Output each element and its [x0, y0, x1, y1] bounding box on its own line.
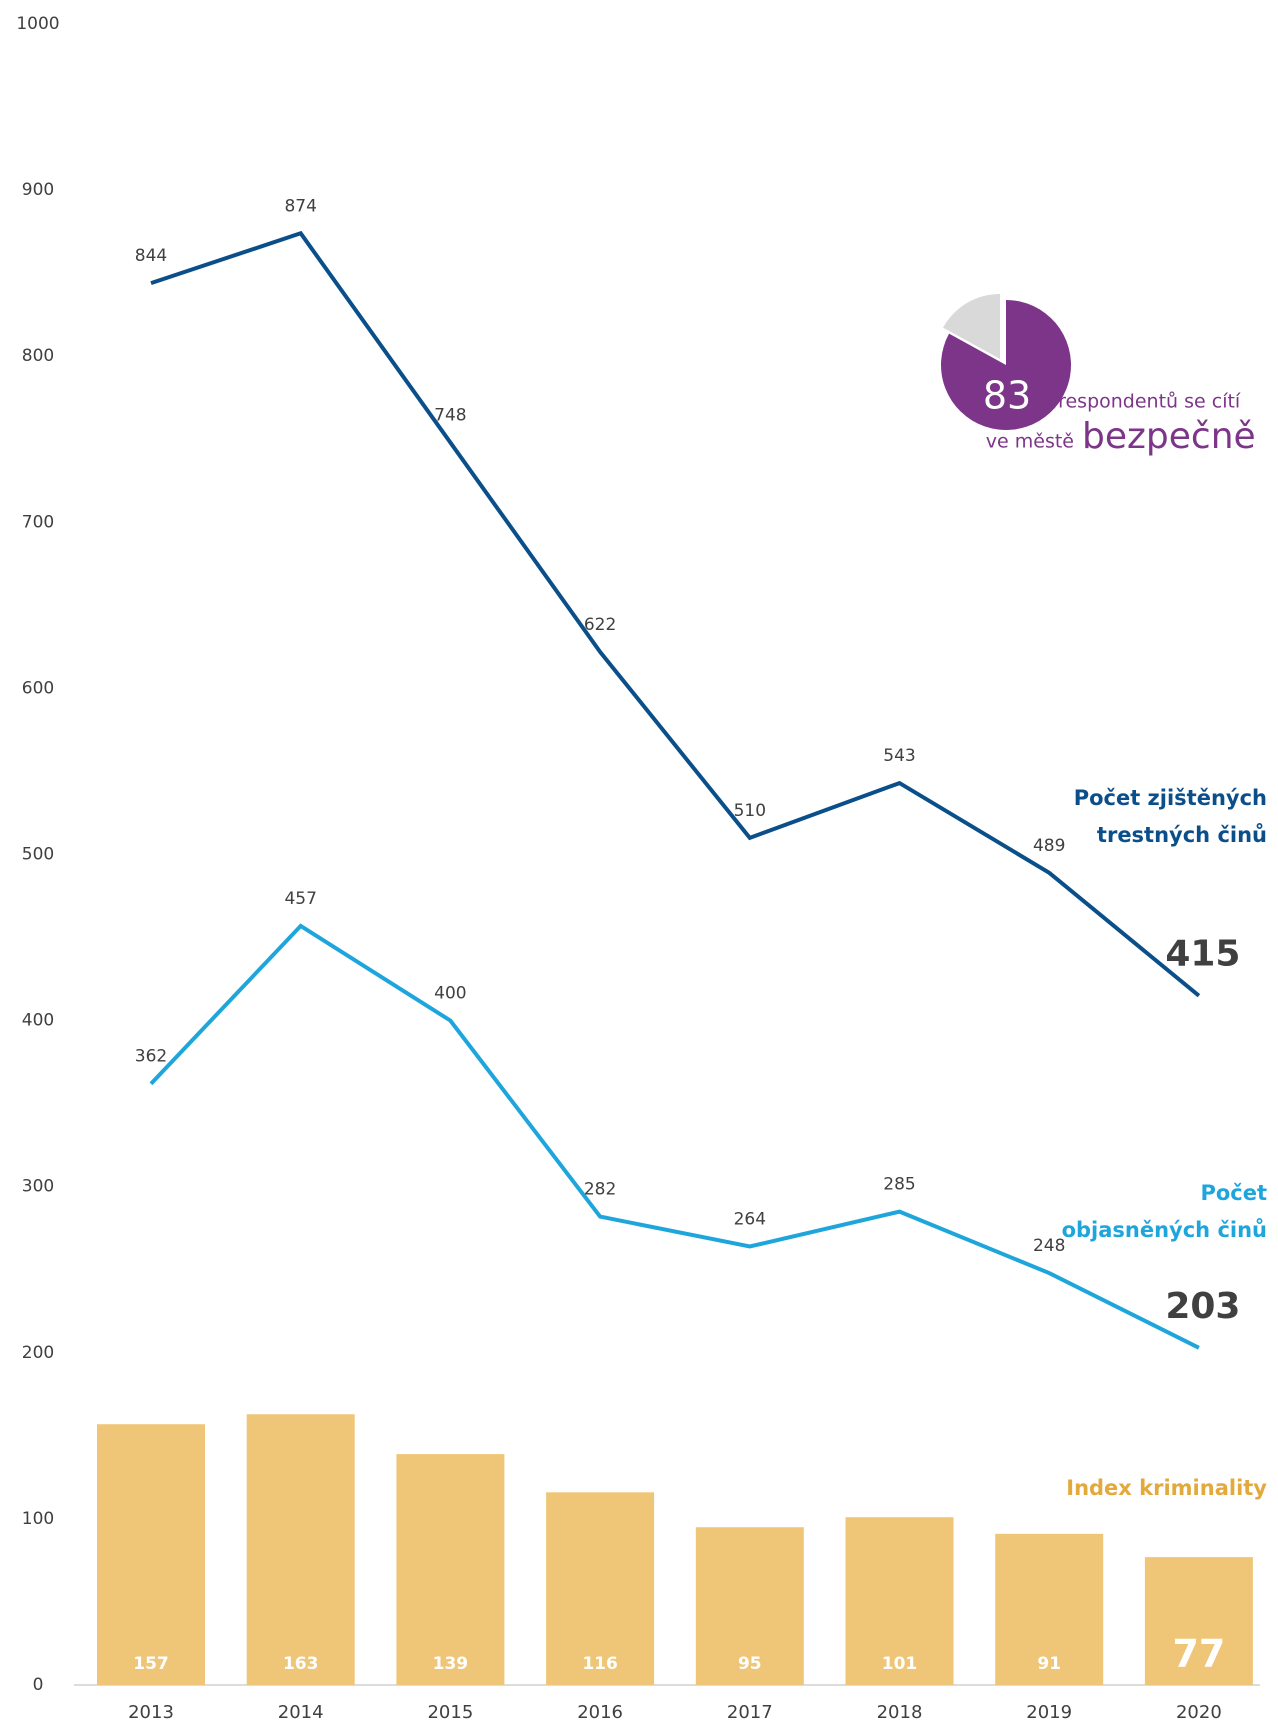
data-label: 844: [135, 246, 167, 266]
series-label: Počet zjištěných trestných činů: [1073, 786, 1267, 847]
bar: [995, 1533, 1104, 1685]
series-label: Počet objasněných činů: [1061, 1181, 1267, 1242]
x-tick-label: 2013: [128, 1702, 174, 1723]
bar: [97, 1424, 205, 1685]
data-label: 264: [734, 1209, 766, 1229]
bar: [695, 1527, 804, 1685]
pie-text: bezpečně: [1082, 416, 1256, 457]
bar-value-label: 91: [1037, 1654, 1061, 1674]
bar: [1144, 1557, 1253, 1685]
bar-value-label: 77: [1172, 1632, 1225, 1676]
bar: [845, 1517, 954, 1685]
bar: [546, 1492, 655, 1685]
y-tick-label: 500: [22, 845, 54, 865]
data-label: 874: [284, 196, 316, 216]
x-tick-label: 2014: [278, 1702, 324, 1723]
x-tick-label: 2015: [427, 1702, 473, 1723]
data-label: 285: [883, 1175, 915, 1195]
x-tick-label: 2020: [1176, 1702, 1222, 1723]
x-tick-label: 2019: [1026, 1702, 1072, 1723]
y-tick-label: 1000: [16, 14, 59, 34]
y-tick-label: 400: [22, 1011, 54, 1031]
y-tick-label: 600: [22, 678, 54, 698]
bar-value-label: 95: [738, 1654, 762, 1674]
pie-rest: [943, 294, 1000, 359]
pie-slice: [941, 300, 1071, 431]
data-label: 622: [584, 615, 616, 635]
pie-text: ve městě: [986, 431, 1074, 453]
x-tick-label: 2017: [727, 1702, 773, 1723]
bar-value-label: 139: [433, 1654, 469, 1674]
line: [150, 230, 1201, 998]
pie-text: % respondentů se cítí: [1034, 391, 1241, 413]
bar: [396, 1454, 505, 1685]
data-label: 248: [1033, 1236, 1065, 1256]
x-tick-label: 2016: [577, 1702, 623, 1723]
bar: [246, 1414, 355, 1685]
y-tick-label: 800: [22, 346, 54, 366]
bar-value-label: 116: [582, 1654, 618, 1674]
data-label: 748: [434, 406, 466, 426]
bar-value-label: 157: [133, 1654, 169, 1674]
y-tick-label: 100: [22, 1509, 54, 1529]
y-tick-label: 300: [22, 1177, 54, 1197]
data-label: 457: [284, 889, 316, 909]
series-label: Index kriminality: [1066, 1476, 1267, 1500]
pie-value: 83: [983, 374, 1031, 418]
x-tick-label: 2018: [877, 1702, 923, 1723]
line: [149, 923, 1200, 1350]
bar-value-label: 101: [882, 1654, 918, 1674]
data-label: 415: [1165, 934, 1240, 975]
data-label: 489: [1033, 836, 1065, 856]
data-label: 282: [584, 1180, 616, 1200]
data-label: 543: [883, 746, 915, 766]
data-label: 362: [135, 1047, 167, 1067]
y-tick-label: 900: [22, 180, 54, 200]
y-tick-label: 200: [22, 1343, 54, 1363]
y-tick-label: 0: [33, 1675, 44, 1695]
data-label: 203: [1165, 1286, 1240, 1327]
bar-value-label: 163: [283, 1654, 319, 1674]
data-label: 400: [434, 984, 466, 1004]
data-label: 510: [734, 801, 766, 821]
y-tick-label: 700: [22, 512, 54, 532]
